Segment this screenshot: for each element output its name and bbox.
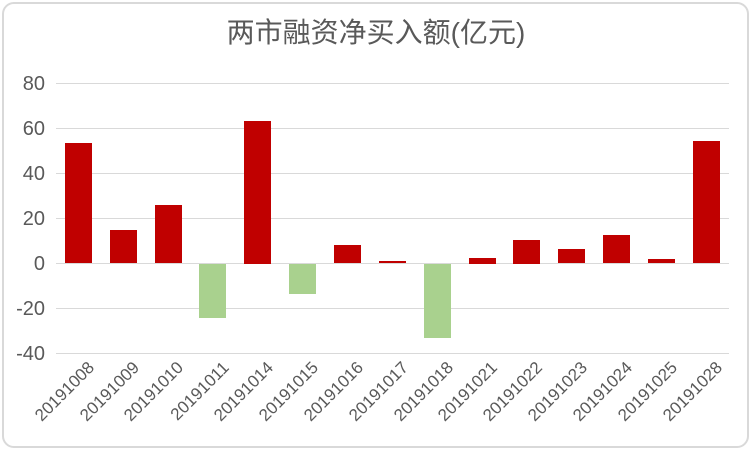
y-tick-label: 40: [22, 162, 45, 185]
bar-20191018: [423, 263, 451, 339]
bar-20191016: [334, 245, 362, 264]
bar-20191025: [647, 258, 675, 264]
gridline: [56, 173, 729, 174]
bar-20191014: [244, 120, 272, 264]
bar-20191011: [199, 263, 227, 319]
y-tick-label: 80: [22, 72, 45, 95]
bar-20191024: [603, 234, 631, 264]
chart-title: 两市融资净买入额(亿元): [226, 17, 526, 48]
bar-20191028: [692, 140, 720, 264]
y-tick-label: -20: [16, 297, 45, 320]
bar-20191009: [109, 229, 137, 264]
y-tick-label: -40: [16, 342, 45, 365]
bar-20191008: [64, 143, 92, 264]
bar-20191023: [558, 249, 586, 264]
gridline: [56, 128, 729, 129]
y-tick-label: 20: [22, 207, 45, 230]
bar-20191010: [154, 205, 182, 264]
bar-20191021: [468, 257, 496, 264]
gridline: [56, 308, 729, 309]
bar-20191022: [513, 239, 541, 264]
gridline: [56, 218, 729, 219]
y-tick-label: 60: [22, 117, 45, 140]
zero-axis-line: [56, 263, 729, 264]
gridline: [56, 83, 729, 84]
gridline: [56, 353, 729, 354]
bar-20191017: [378, 261, 406, 264]
bar-20191015: [289, 263, 317, 295]
y-tick-label: 0: [33, 252, 45, 275]
